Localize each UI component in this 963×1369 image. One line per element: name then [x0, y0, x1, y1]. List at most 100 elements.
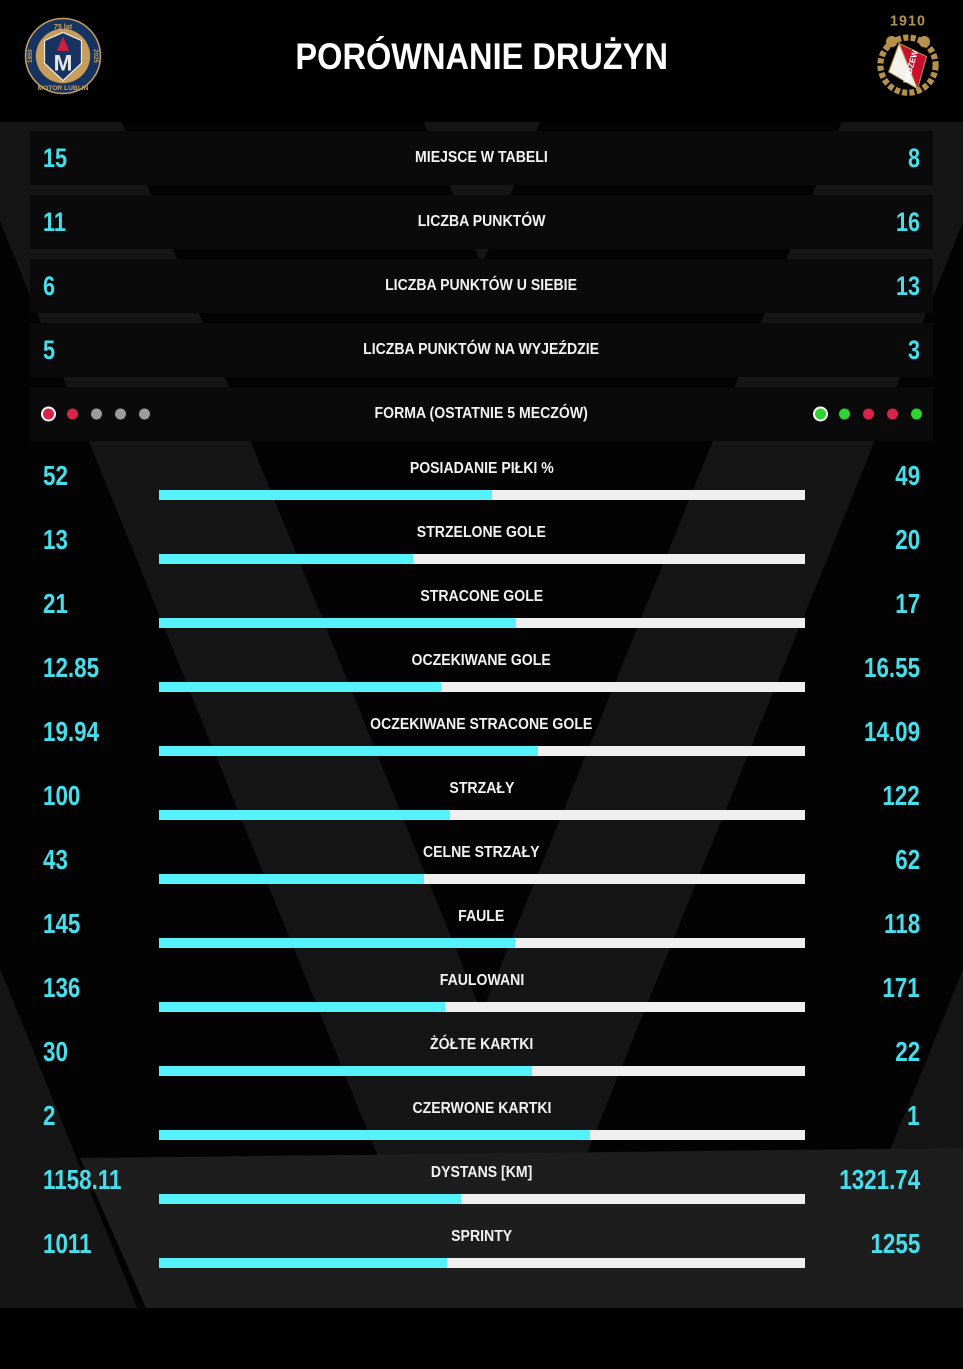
right-team-form-dots: [815, 408, 922, 420]
widzew-logo: 1910 WIDZEW: [870, 12, 946, 109]
value-row: 5 LICZBA PUNKTÓW NA WYJEŹDZIE 3: [30, 323, 933, 377]
right-team-value: 122: [882, 780, 920, 811]
comparison-bar-track: [159, 746, 805, 756]
form-dot-draw: [91, 408, 102, 420]
right-team-value: 118: [883, 908, 920, 939]
value-row: 15 MIEJSCE W TABELI 8: [30, 131, 933, 185]
svg-text:M: M: [54, 50, 73, 75]
stat-label: POSIADANIE PIŁKI %: [409, 460, 554, 477]
comparison-bar-track: [159, 1258, 805, 1268]
stat-label: FAULE: [458, 908, 505, 925]
motor-lublin-logo: M 75 lat MOTOR LUBLIN 1950 2025: [24, 17, 102, 100]
form-dot-win: [815, 408, 826, 420]
bar-stat-row: 1011 SPRINTY 1255: [30, 1219, 933, 1283]
widzew-crest-icon: 1910 WIDZEW: [877, 13, 939, 96]
right-team-value: 13: [895, 271, 920, 301]
page-title: PORÓWNANIE DRUŻYN: [295, 36, 668, 77]
footer-background: [0, 1308, 963, 1369]
right-team-value: 1255: [870, 1228, 920, 1259]
left-team-value: 30: [43, 1036, 68, 1067]
comparison-bar-track: [159, 1002, 805, 1012]
form-dot-draw: [115, 408, 126, 420]
comparison-bar-track: [159, 1130, 805, 1140]
stat-label: FORMA (OSTATNIE 5 MECZÓW): [374, 405, 589, 422]
form-dot-loss: [43, 408, 54, 420]
comparison-bar-track: [159, 938, 805, 948]
right-team-value: 1321.74: [839, 1164, 920, 1195]
comparison-bar-track: [159, 1066, 805, 1076]
right-team-value: 16: [895, 207, 920, 237]
left-team-value: 1158.11: [43, 1164, 122, 1195]
comparison-bar-track: [159, 554, 805, 564]
svg-text:1910: 1910: [890, 13, 926, 29]
form-dot-win: [911, 408, 922, 420]
stats-list: 15 MIEJSCE W TABELI 8 11 LICZBA PUNKTÓW …: [30, 131, 933, 1283]
stat-label: CELNE STRZAŁY: [423, 844, 540, 861]
comparison-bar-left-fill: [159, 1194, 461, 1204]
left-team-value: 1011: [43, 1228, 92, 1259]
stat-label: FAULOWANI: [439, 972, 524, 989]
right-team-value: 8: [907, 143, 920, 173]
left-team-form-dots: [43, 408, 150, 420]
comparison-bar-left-fill: [159, 682, 442, 692]
svg-text:MOTOR LUBLIN: MOTOR LUBLIN: [38, 85, 89, 92]
stat-label: ŻÓŁTE KARTKI: [429, 1036, 534, 1053]
svg-text:2025: 2025: [92, 49, 99, 63]
left-team-value: 6: [43, 271, 56, 301]
form-dot-draw: [139, 408, 150, 420]
form-dot-win: [839, 408, 850, 420]
svg-text:1950: 1950: [27, 49, 34, 63]
stat-label: LICZBA PUNKTÓW U SIEBIE: [385, 277, 578, 294]
right-team-value: 14.09: [863, 716, 920, 747]
left-team-value: 43: [43, 844, 68, 875]
left-team-value: 19.94: [43, 716, 100, 747]
right-team-value: 20: [895, 524, 920, 555]
left-team-value: 2: [43, 1100, 56, 1131]
stat-label: OCZEKIWANE STRACONE GOLE: [370, 716, 593, 733]
left-team-value: 15: [43, 143, 68, 173]
form-row: FORMA (OSTATNIE 5 MECZÓW): [30, 387, 933, 441]
left-team-value: 145: [43, 908, 81, 939]
left-team-value: 13: [43, 524, 68, 555]
comparison-bar-track: [159, 490, 805, 500]
left-team-value: 21: [43, 588, 68, 619]
form-dot-loss: [887, 408, 898, 420]
right-team-value: 22: [895, 1036, 920, 1067]
bar-stat-row: 13 STRZELONE GOLE 20: [30, 515, 933, 579]
stat-label: MIEJSCE W TABELI: [415, 149, 548, 166]
value-row: 11 LICZBA PUNKTÓW 16: [30, 195, 933, 249]
bar-stat-row: 30 ŻÓŁTE KARTKI 22: [30, 1027, 933, 1091]
value-row: 6 LICZBA PUNKTÓW U SIEBIE 13: [30, 259, 933, 313]
comparison-bar-left-fill: [159, 1002, 446, 1012]
right-team-value: 1: [907, 1100, 920, 1131]
stat-label: DYSTANS [KM]: [430, 1164, 533, 1181]
motor-lublin-crest-icon: M 75 lat MOTOR LUBLIN 1950 2025: [24, 17, 102, 95]
comparison-bar-left-fill: [159, 1258, 448, 1268]
stat-label: SPRINTY: [450, 1228, 513, 1245]
stat-label: LICZBA PUNKTÓW NA WYJEŹDZIE: [363, 341, 600, 358]
bar-stat-row: 1158.11 DYSTANS [KM] 1321.74: [30, 1155, 933, 1219]
bar-stat-row: 52 POSIADANIE PIŁKI % 49: [30, 451, 933, 515]
stat-label: STRACONE GOLE: [420, 588, 543, 605]
comparison-bar-left-fill: [159, 1066, 532, 1076]
stat-label: CZERWONE KARTKI: [412, 1100, 551, 1117]
left-team-value: 136: [43, 972, 81, 1003]
left-team-value: 100: [43, 780, 81, 811]
right-team-value: 62: [895, 844, 920, 875]
bar-stat-row: 136 FAULOWANI 171: [30, 963, 933, 1027]
comparison-bar-track: [159, 810, 805, 820]
bar-stat-row: 21 STRACONE GOLE 17: [30, 579, 933, 643]
right-team-value: 17: [895, 588, 920, 619]
left-team-value: 52: [43, 460, 68, 491]
comparison-bar-track: [159, 682, 805, 692]
comparison-bar-track: [159, 618, 805, 628]
comparison-bar-left-fill: [159, 490, 492, 500]
comparison-bar-left-fill: [159, 746, 538, 756]
comparison-bar-left-fill: [159, 938, 516, 948]
left-team-value: 11: [43, 207, 66, 237]
header-background: [0, 0, 963, 122]
comparison-bar-left-fill: [159, 810, 451, 820]
bar-stat-row: 19.94 OCZEKIWANE STRACONE GOLE 14.09: [30, 707, 933, 771]
comparison-bar-left-fill: [159, 1130, 590, 1140]
